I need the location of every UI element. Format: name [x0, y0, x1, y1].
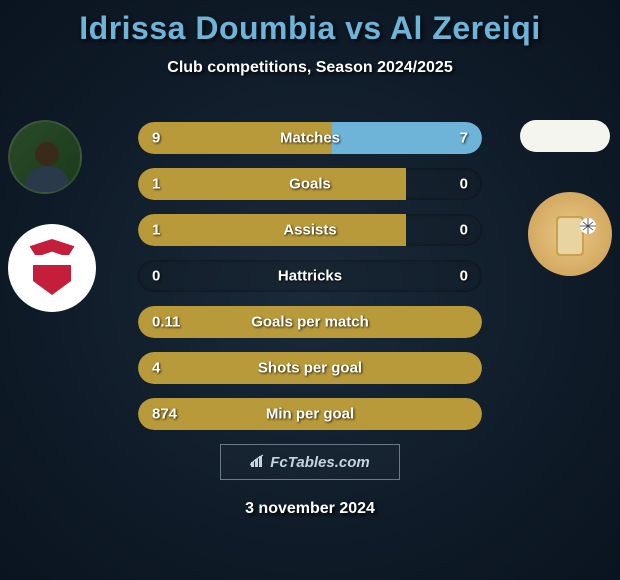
- stat-row: 0.11 Goals per match: [138, 306, 482, 338]
- stat-label: Min per goal: [266, 406, 354, 423]
- watermark-text: FcTables.com: [270, 454, 369, 471]
- player1-avatar: [8, 120, 82, 194]
- chart-icon: [250, 454, 266, 471]
- stat-label: Goals per match: [251, 314, 369, 331]
- left-avatars-column: [8, 120, 96, 312]
- stat-value-left: 0: [152, 268, 160, 285]
- stat-label: Assists: [283, 222, 336, 239]
- comparison-date: 3 november 2024: [245, 500, 375, 518]
- stat-bar-left: [138, 214, 406, 246]
- stat-value-right: 0: [460, 268, 468, 285]
- stats-bars-container: 9 Matches 7 1 Goals 0 1 Assists 0 0 Hattricks 0 0.11…: [138, 122, 482, 444]
- stat-value-right: 7: [460, 130, 468, 147]
- comparison-subtitle: Club competitions, Season 2024/2025: [0, 59, 620, 77]
- stat-row: 0 Hattricks 0: [138, 260, 482, 292]
- stat-label: Hattricks: [278, 268, 342, 285]
- stat-value-left: 4: [152, 360, 160, 377]
- stat-value-right: 0: [460, 176, 468, 193]
- stat-bar-left: [138, 168, 406, 200]
- player2-avatar: [520, 120, 610, 152]
- stat-value-left: 9: [152, 130, 160, 147]
- stat-row: 9 Matches 7: [138, 122, 482, 154]
- stat-value-right: 0: [460, 222, 468, 239]
- stat-value-left: 0.11: [152, 314, 180, 331]
- stat-label: Goals: [289, 176, 331, 193]
- club1-badge: [8, 224, 96, 312]
- stat-label: Shots per goal: [258, 360, 362, 377]
- stat-value-left: 1: [152, 176, 160, 193]
- club2-badge: [528, 192, 612, 276]
- stat-row: 1 Goals 0: [138, 168, 482, 200]
- stat-value-left: 1: [152, 222, 160, 239]
- stat-row: 874 Min per goal: [138, 398, 482, 430]
- right-avatars-column: [528, 120, 612, 276]
- stat-row: 4 Shots per goal: [138, 352, 482, 384]
- stat-value-left: 874: [152, 406, 177, 423]
- fctables-watermark: FcTables.com: [220, 444, 400, 480]
- comparison-title: Idrissa Doumbia vs Al Zereiqi: [0, 0, 620, 47]
- stat-label: Matches: [280, 130, 340, 147]
- stat-row: 1 Assists 0: [138, 214, 482, 246]
